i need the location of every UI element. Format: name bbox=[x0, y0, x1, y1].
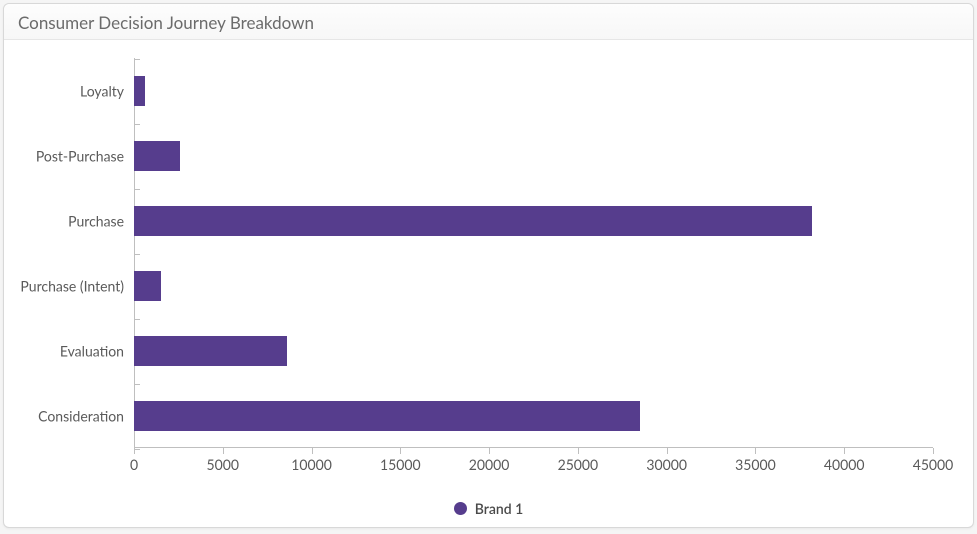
x-axis-label: 20000 bbox=[469, 448, 510, 473]
y-tick bbox=[134, 254, 140, 255]
x-axis-label: 5000 bbox=[207, 448, 239, 473]
x-axis-label: 0 bbox=[130, 448, 138, 473]
bar bbox=[134, 141, 180, 171]
chart-area: Loyalty Post-Purchase Purchase Purchase (In… bbox=[4, 40, 973, 494]
bar-row bbox=[134, 76, 145, 106]
x-axis-label: 35000 bbox=[735, 448, 776, 473]
y-tick bbox=[134, 189, 140, 190]
x-axis-line bbox=[134, 447, 933, 448]
bar bbox=[134, 336, 287, 366]
y-axis-label: Evaluation bbox=[60, 343, 134, 360]
chart-card: Consumer Decision Journey Breakdown Loya… bbox=[3, 3, 974, 528]
bar-row bbox=[134, 336, 287, 366]
x-axis-label: 10000 bbox=[291, 448, 332, 473]
bar-row bbox=[134, 206, 812, 236]
y-axis-label: Loyalty bbox=[80, 83, 134, 100]
y-axis-label: Post-Purchase bbox=[36, 148, 134, 165]
x-axis-label: 30000 bbox=[646, 448, 687, 473]
legend: Brand 1 bbox=[4, 494, 973, 527]
y-tick bbox=[134, 59, 140, 60]
y-axis-label: Purchase (Intent) bbox=[20, 278, 134, 295]
x-axis-label: 45000 bbox=[913, 448, 954, 473]
card-header: Consumer Decision Journey Breakdown bbox=[4, 4, 973, 40]
x-axis-label: 15000 bbox=[380, 448, 421, 473]
bar bbox=[134, 401, 640, 431]
legend-swatch bbox=[454, 502, 467, 515]
plot: LoyaltyPost-PurchasePurchasePurchase (In… bbox=[134, 58, 933, 448]
y-tick bbox=[134, 319, 140, 320]
bar-row bbox=[134, 271, 161, 301]
y-tick bbox=[134, 124, 140, 125]
card-title: Consumer Decision Journey Breakdown bbox=[18, 12, 959, 33]
legend-label: Brand 1 bbox=[475, 500, 523, 517]
bar-row bbox=[134, 141, 180, 171]
bar-row bbox=[134, 401, 640, 431]
bar bbox=[134, 76, 145, 106]
x-axis-label: 40000 bbox=[824, 448, 865, 473]
x-axis-label: 25000 bbox=[558, 448, 599, 473]
bar bbox=[134, 271, 161, 301]
y-axis-label: Purchase bbox=[68, 213, 134, 230]
bar bbox=[134, 206, 812, 236]
y-tick bbox=[134, 384, 140, 385]
y-axis-label: Consideration bbox=[38, 408, 134, 425]
